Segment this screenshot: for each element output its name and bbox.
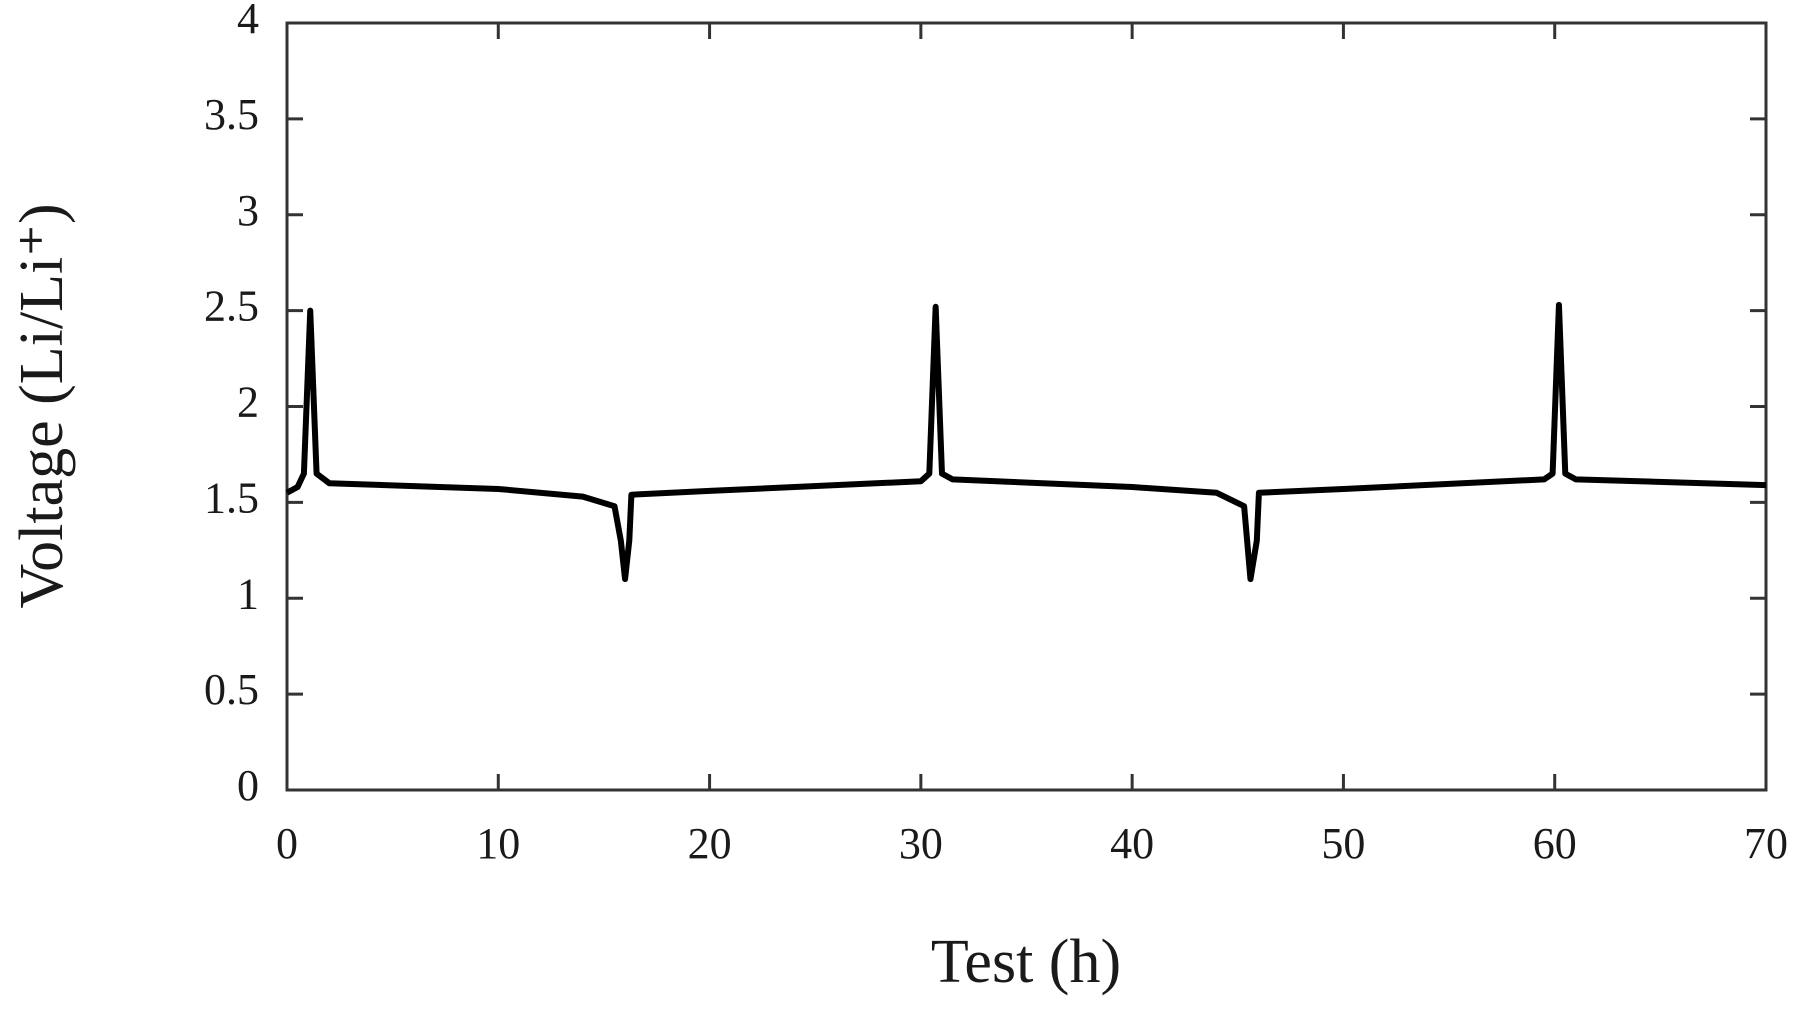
y-tick-label: 4: [237, 0, 259, 43]
x-tick-label: 50: [1321, 819, 1365, 868]
y-tick-label: 2.5: [204, 282, 259, 331]
x-tick-label: 0: [276, 819, 298, 868]
x-tick-label: 10: [476, 819, 520, 868]
plot-frame: [285, 21, 1768, 792]
y-tick-label: 0.5: [204, 665, 259, 714]
y-axis-title: Voltage (Li/Li⁺): [8, 203, 76, 608]
x-tick-label: 60: [1533, 819, 1577, 868]
x-tick-label: 20: [688, 819, 732, 868]
x-axis-title: Test (h): [931, 928, 1121, 996]
y-tick-label: 1: [237, 569, 259, 618]
y-tick-label: 2: [237, 378, 259, 427]
y-tick-label: 1.5: [204, 473, 259, 522]
y-tick-label: 3: [237, 186, 259, 235]
y-tick-label: 0: [237, 761, 259, 810]
x-tick-label: 40: [1110, 819, 1154, 868]
x-tick-label: 70: [1744, 819, 1788, 868]
y-tick-label: 3.5: [204, 90, 259, 139]
x-tick-label: 30: [899, 819, 943, 868]
data-line: [285, 301, 1767, 583]
